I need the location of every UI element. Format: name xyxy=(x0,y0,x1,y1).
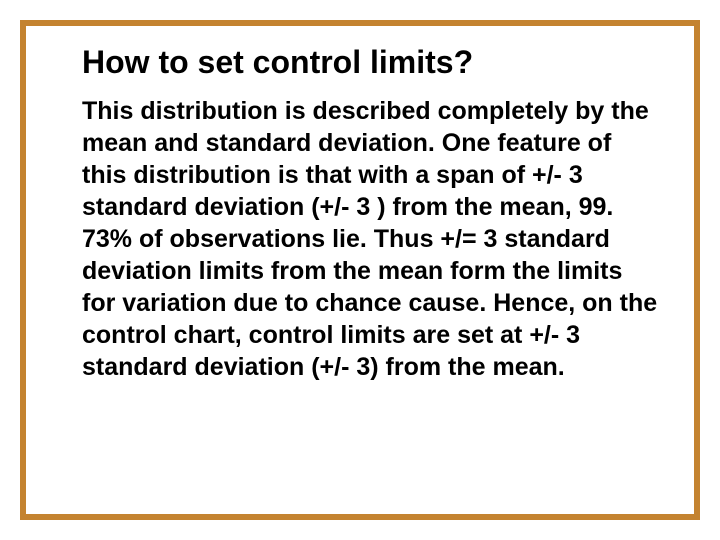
slide-frame: How to set control limits? This distribu… xyxy=(20,20,700,520)
slide-title: How to set control limits? xyxy=(82,44,658,81)
slide-body: This distribution is described completel… xyxy=(82,95,658,383)
